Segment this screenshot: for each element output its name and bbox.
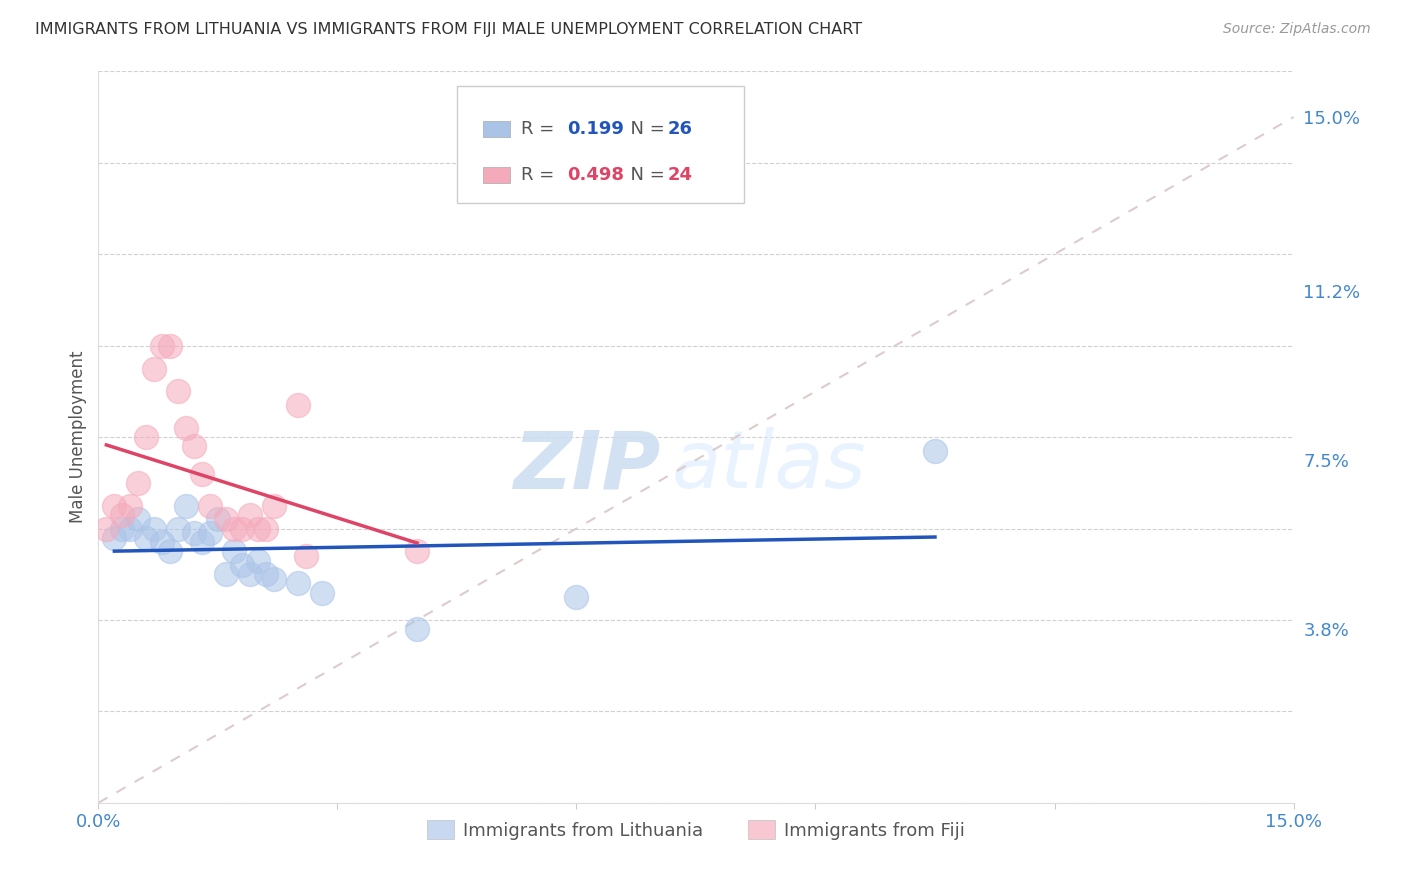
- Point: [406, 544, 429, 558]
- Text: 26: 26: [668, 120, 692, 138]
- Point: [254, 567, 277, 582]
- Y-axis label: Male Unemployment: Male Unemployment: [69, 351, 87, 524]
- Text: R =: R =: [522, 166, 561, 185]
- Point: [96, 521, 118, 535]
- Point: [143, 521, 166, 535]
- Point: [143, 361, 166, 376]
- Point: [174, 421, 197, 435]
- FancyBboxPatch shape: [457, 86, 744, 203]
- Point: [167, 521, 190, 535]
- Text: 0.199: 0.199: [567, 120, 624, 138]
- Point: [198, 526, 221, 541]
- Point: [222, 544, 245, 558]
- Point: [183, 439, 205, 453]
- Point: [135, 531, 157, 545]
- Text: 24: 24: [668, 166, 692, 185]
- Point: [127, 475, 149, 490]
- Text: ZIP: ZIP: [513, 427, 661, 506]
- Point: [150, 338, 173, 352]
- Point: [215, 567, 238, 582]
- Point: [287, 576, 309, 591]
- Legend: Immigrants from Lithuania, Immigrants from Fiji: Immigrants from Lithuania, Immigrants fr…: [418, 811, 974, 848]
- FancyBboxPatch shape: [484, 167, 509, 183]
- Text: IMMIGRANTS FROM LITHUANIA VS IMMIGRANTS FROM FIJI MALE UNEMPLOYMENT CORRELATION : IMMIGRANTS FROM LITHUANIA VS IMMIGRANTS …: [35, 22, 862, 37]
- Point: [924, 443, 946, 458]
- Point: [222, 521, 245, 535]
- Point: [231, 558, 253, 573]
- Point: [150, 535, 173, 549]
- Point: [159, 544, 181, 558]
- Point: [311, 585, 333, 599]
- Point: [406, 622, 429, 636]
- Point: [263, 499, 285, 513]
- FancyBboxPatch shape: [484, 121, 509, 137]
- Point: [127, 512, 149, 526]
- Point: [215, 512, 238, 526]
- Point: [111, 521, 134, 535]
- Point: [135, 430, 157, 444]
- Point: [294, 549, 316, 563]
- Point: [120, 499, 142, 513]
- Point: [103, 531, 125, 545]
- Point: [111, 508, 134, 522]
- Point: [246, 521, 269, 535]
- Point: [191, 467, 214, 481]
- Point: [174, 499, 197, 513]
- Text: N =: N =: [620, 166, 671, 185]
- Point: [183, 526, 205, 541]
- Point: [565, 590, 588, 604]
- Point: [263, 572, 285, 586]
- Point: [191, 535, 214, 549]
- Point: [207, 512, 229, 526]
- Point: [198, 499, 221, 513]
- Point: [254, 521, 277, 535]
- Point: [167, 384, 190, 399]
- Point: [287, 398, 309, 412]
- Text: N =: N =: [620, 120, 671, 138]
- Point: [246, 553, 269, 567]
- Text: Source: ZipAtlas.com: Source: ZipAtlas.com: [1223, 22, 1371, 37]
- Point: [239, 567, 262, 582]
- Point: [103, 499, 125, 513]
- Text: atlas: atlas: [672, 427, 868, 506]
- Point: [239, 508, 262, 522]
- Text: R =: R =: [522, 120, 561, 138]
- Text: 0.498: 0.498: [567, 166, 624, 185]
- Point: [120, 521, 142, 535]
- Point: [159, 338, 181, 352]
- Point: [231, 521, 253, 535]
